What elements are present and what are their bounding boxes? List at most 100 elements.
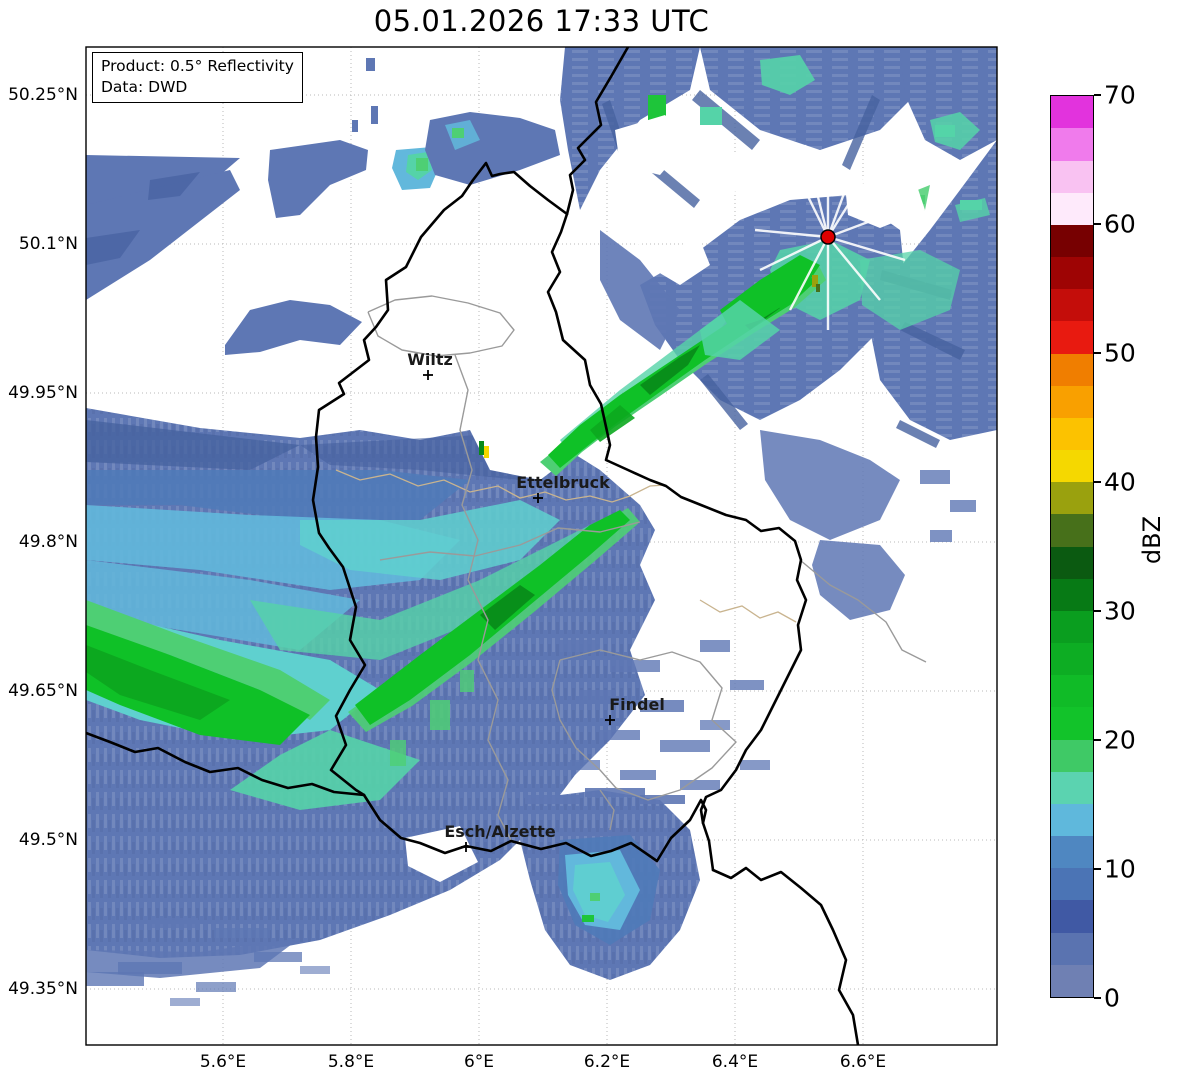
echo-cell	[700, 150, 760, 195]
echo-cell	[230, 730, 420, 810]
colorbar-segment	[1051, 450, 1093, 483]
echo-cell	[700, 107, 722, 125]
echo-cell	[225, 300, 362, 355]
colorbar-segment	[1051, 353, 1093, 386]
colorbar-tick-mark	[1094, 481, 1101, 483]
echo-cell	[460, 670, 474, 692]
colorbar-segment	[1051, 803, 1093, 837]
colorbar-segment	[1051, 385, 1093, 418]
lat-tick-label: 50.25°N	[8, 85, 78, 105]
echo-cell	[860, 250, 960, 330]
colorbar-tick-label: 40	[1104, 467, 1136, 497]
colorbar	[1050, 95, 1094, 998]
echo-cell	[580, 690, 616, 700]
colorbar-segment	[1051, 900, 1093, 933]
colorbar-tick-label: 70	[1104, 80, 1136, 110]
echo-cell	[86, 170, 240, 300]
echo-cell	[640, 795, 685, 804]
echo-cell	[86, 230, 140, 265]
colorbar-segment	[1051, 514, 1093, 547]
colorbar-segment	[1051, 964, 1093, 997]
plot-title: 05.01.2026 17:33 UTC	[373, 4, 710, 38]
echo-cell	[600, 230, 680, 350]
colorbar-segment	[1051, 417, 1093, 451]
colorbar-segment	[1051, 643, 1093, 676]
echo-cell	[700, 374, 748, 430]
echo-cell	[615, 115, 690, 175]
city-label: Wiltz	[407, 350, 453, 369]
colorbar-segment	[1051, 224, 1093, 258]
echo-cell	[86, 972, 144, 986]
colorbar-tick-mark	[1094, 352, 1101, 354]
echo-cell	[300, 500, 560, 580]
echo-cell	[573, 862, 625, 922]
colorbar-tick-mark	[1094, 94, 1101, 96]
echo-cell	[86, 645, 230, 720]
echo-cell	[416, 158, 428, 171]
echo-cell	[700, 300, 780, 360]
echo-cell	[600, 730, 640, 740]
colorbar-tick-label: 50	[1104, 338, 1136, 368]
product-line: Product: 0.5° Reflectivity	[101, 57, 294, 75]
echo-cell	[430, 700, 450, 730]
radar-spokes	[754, 144, 906, 330]
colorbar-tick-mark	[1094, 739, 1101, 741]
echo-cell	[390, 740, 406, 766]
echo-cell	[479, 441, 484, 455]
lon-tick-label: 6°E	[463, 1052, 495, 1072]
lat-tick-label: 49.8°N	[18, 532, 78, 552]
echo-cell	[640, 345, 700, 395]
lat-tick-label: 49.65°N	[8, 681, 78, 701]
colorbar-segment	[1051, 160, 1093, 193]
colorbar-tick-mark	[1094, 997, 1101, 999]
echo-cell	[896, 420, 940, 448]
echo-cell	[484, 446, 489, 458]
colorbar-tick-label: 10	[1104, 854, 1136, 884]
echo-cell	[254, 952, 302, 962]
city-label: Esch/Alzette	[444, 822, 556, 841]
echo-cell	[560, 640, 600, 652]
colorbar-segment	[1051, 836, 1093, 869]
product-info-box: Product: 0.5° Reflectivity Data: DWD	[92, 52, 303, 103]
echo-cell	[618, 200, 672, 245]
echo-cell	[86, 600, 330, 720]
echo-cell	[620, 770, 656, 780]
echo-cell	[950, 500, 976, 512]
colorbar-tick-label: 60	[1104, 209, 1136, 239]
echo-cell	[920, 470, 950, 484]
echo-cell	[371, 106, 378, 124]
colorbar-segment	[1051, 675, 1093, 708]
river-lines	[335, 469, 797, 623]
echo-cell	[582, 915, 594, 922]
echo-cell	[118, 962, 182, 974]
lon-tick-label: 6.2°E	[583, 1052, 631, 1072]
plot-border	[85, 46, 998, 1046]
echo-cell	[86, 625, 310, 745]
echo-cell	[610, 660, 660, 672]
colorbar-tick-mark	[1094, 610, 1101, 612]
echo-cell	[680, 780, 720, 790]
echo-cell	[452, 128, 464, 138]
colorbar-tick-mark	[1094, 223, 1101, 225]
echo-cell	[842, 95, 880, 170]
echo-cell	[170, 998, 200, 1006]
echo-cell	[700, 640, 730, 652]
colorbar-segment	[1051, 128, 1093, 161]
radar-site-dot	[820, 229, 836, 245]
echo-cell	[570, 760, 600, 770]
echo-cell	[900, 322, 965, 360]
colorbar-segment	[1051, 257, 1093, 290]
echo-cell	[660, 740, 710, 752]
echo-cell	[590, 893, 600, 901]
echo-cell	[760, 55, 815, 95]
lon-tick-label: 5.8°E	[327, 1052, 375, 1072]
colorbar-segment	[1051, 707, 1093, 740]
colorbar-segment	[1051, 192, 1093, 225]
echo-cell	[405, 826, 478, 882]
lon-tick-label: 6.4°E	[711, 1052, 759, 1072]
echo-cell	[930, 530, 952, 542]
colorbar-tick-label: 30	[1104, 596, 1136, 626]
echo-cell	[250, 520, 600, 660]
